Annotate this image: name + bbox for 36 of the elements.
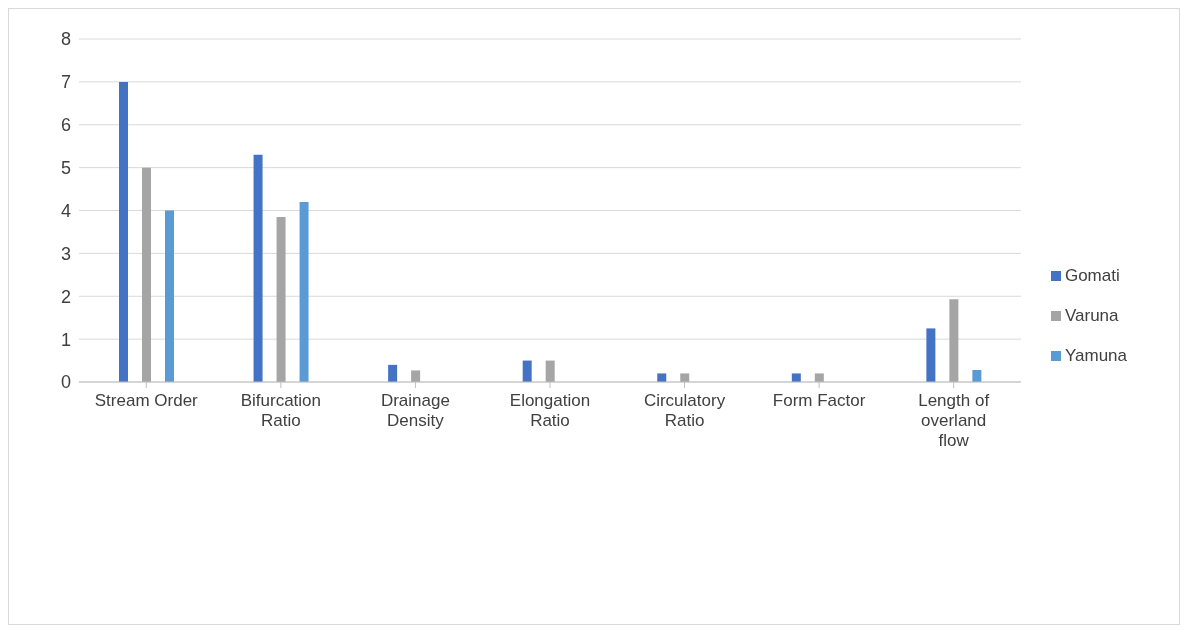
x-tick-label: Circulatory Ratio [643, 391, 726, 430]
bar [276, 216, 286, 382]
bar [657, 373, 667, 382]
legend-label: Yamuna [1064, 345, 1127, 365]
x-tick-label: Drainage Density [380, 391, 450, 430]
bar [253, 154, 263, 382]
bar [972, 370, 982, 382]
bar [299, 201, 309, 382]
y-tick-label: 8 [60, 29, 71, 50]
y-tick-label: 0 [60, 372, 71, 393]
bar [522, 360, 532, 382]
y-tick-label: 3 [60, 243, 71, 264]
x-tick-label: Bifurcation Ratio [240, 391, 322, 430]
bar [119, 81, 128, 382]
x-tick-label: Length of overland flow [918, 391, 990, 450]
y-tick-label: 5 [60, 158, 71, 179]
bar [165, 210, 174, 382]
bar [142, 167, 151, 382]
bar [680, 373, 690, 382]
bar [926, 328, 936, 382]
bar [545, 360, 555, 382]
y-tick-label: 4 [60, 200, 71, 221]
bar [411, 370, 421, 382]
legend-label: Varuna [1064, 305, 1119, 325]
x-tick-label: Form Factor [772, 391, 866, 410]
y-tick-label: 2 [60, 286, 71, 307]
y-tick-label: 1 [60, 329, 71, 350]
legend-label: Gomati [1064, 265, 1120, 285]
y-tick-label: 7 [60, 72, 71, 93]
x-tick-label: Stream Order [94, 391, 199, 410]
bar [949, 299, 959, 382]
x-tick-label: Elongation Ratio [509, 391, 591, 430]
bar [791, 373, 801, 382]
y-tick-label: 6 [60, 115, 71, 136]
bar [388, 364, 398, 382]
bar [814, 373, 824, 382]
